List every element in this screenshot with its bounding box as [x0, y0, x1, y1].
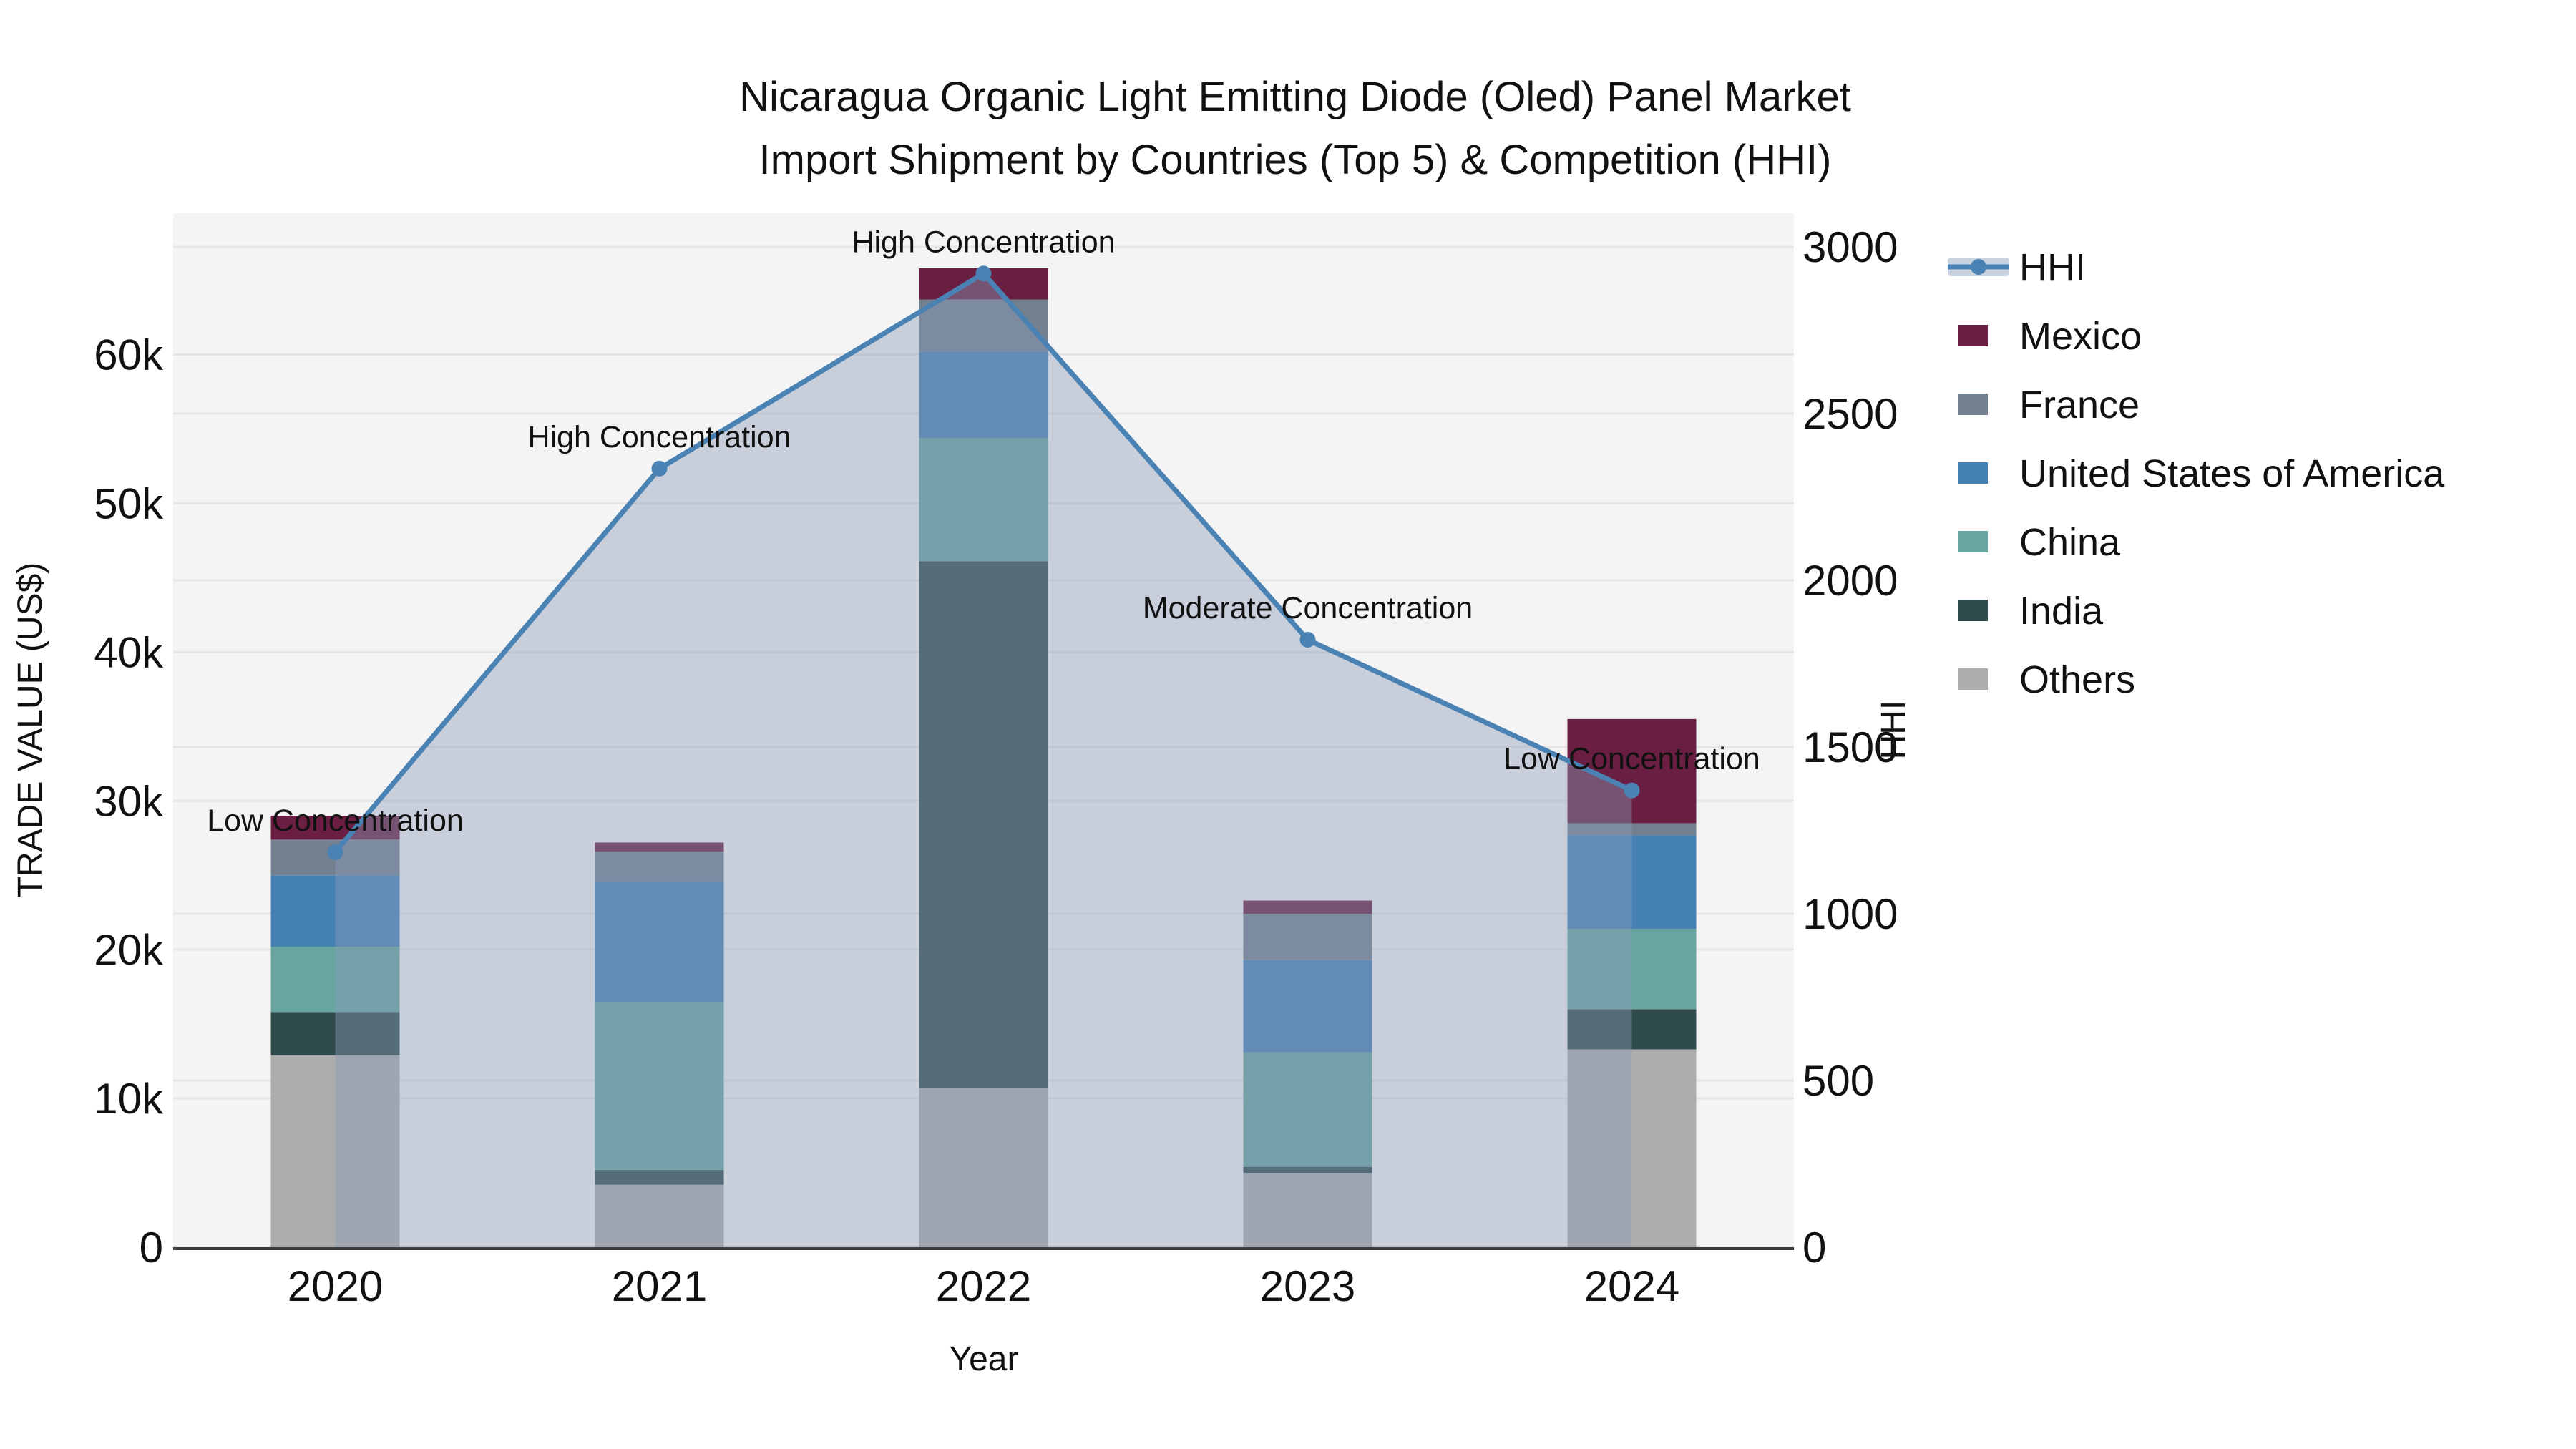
bar-2022-others [919, 1088, 1048, 1247]
bar-2024-others [1567, 1049, 1697, 1247]
x-tick-2024: 2024 [1584, 1262, 1679, 1310]
annotation-2024: Low Concentration [1503, 742, 1760, 776]
bar-2020-china [270, 947, 400, 1013]
legend-item-france: France [1958, 384, 2140, 426]
y-right-tick-1500: 1500 [1802, 723, 1898, 771]
legend-item-hhi: HHI [1948, 246, 2086, 289]
bar-2021-united-states-of-america [595, 881, 724, 1002]
hhi-point-2021 [651, 460, 668, 477]
legend-label: HHI [2019, 246, 2086, 289]
x-axis-title: Year [950, 1340, 1019, 1378]
legend-swatch-india [1958, 600, 1988, 621]
y-right-tick-2500: 2500 [1802, 390, 1898, 438]
annotation-2022: High Concentration [852, 225, 1115, 259]
bar-2023-india [1243, 1166, 1372, 1174]
y-right-tick-2000: 2000 [1802, 557, 1898, 605]
legend-item-others: Others [1958, 658, 2135, 701]
y-left-tick-60k: 60k [94, 331, 164, 379]
stacked-bars [270, 268, 1697, 1247]
bar-2021-others [595, 1184, 724, 1247]
legend-item-united-states-of-america: United States of America [1958, 452, 2445, 495]
legend-swatch-mexico [1958, 325, 1988, 346]
bar-2022-china [919, 437, 1048, 562]
y-left-tick-labels: 0 10k 20k 30k 40k 50k 60k [94, 331, 164, 1272]
bar-2024-france [1567, 823, 1697, 836]
y-left-tick-10k: 10k [94, 1075, 164, 1123]
annotations: Low Concentration High Concentration High … [207, 225, 1760, 838]
x-tick-2020: 2020 [288, 1262, 383, 1310]
hhi-point-2024 [1624, 782, 1640, 799]
y-right-tick-500: 500 [1802, 1057, 1874, 1105]
y-right-tick-0: 0 [1802, 1224, 1826, 1272]
bar-2021-china [595, 1001, 724, 1170]
y-right-tick-1000: 1000 [1802, 890, 1898, 938]
hhi-point-2023 [1299, 631, 1316, 648]
y-left-tick-50k: 50k [94, 479, 164, 527]
bar-2021-france [595, 851, 724, 882]
bar-2021-india [595, 1169, 724, 1185]
bar-2021-mexico [595, 842, 724, 852]
bar-2022-india [919, 561, 1048, 1088]
bar-2024-united-states-of-america [1567, 835, 1697, 930]
x-tick-labels: 2020 2021 2022 2023 2024 [288, 1262, 1679, 1310]
bar-2022-united-states-of-america [919, 351, 1048, 438]
chart-title-line1: Nicaragua Organic Light Emitting Diode (… [739, 74, 1851, 120]
y-left-tick-20k: 20k [94, 926, 164, 974]
legend-swatch-others [1958, 668, 1988, 690]
legend-item-mexico: Mexico [1958, 315, 2142, 358]
legend-label: Others [2019, 658, 2135, 701]
legend-label: United States of America [2019, 452, 2445, 495]
legend-swatch-france [1958, 394, 1988, 415]
legend: HHI Mexico France United States of America C… [1948, 246, 2445, 701]
hhi-point-2022 [975, 265, 992, 282]
y-left-axis-title: TRADE VALUE (US$) [11, 562, 49, 898]
bar-2020-mexico [270, 816, 400, 840]
bar-2023-france [1243, 914, 1372, 960]
hhi-point-2020 [327, 844, 343, 860]
bar-2024-india [1567, 1009, 1697, 1050]
bar-2023-united-states-of-america [1243, 960, 1372, 1053]
legend-item-china: China [1958, 521, 2121, 564]
bar-2023-china [1243, 1052, 1372, 1167]
chart-title-line2: Import Shipment by Countries (Top 5) & C… [759, 137, 1832, 183]
legend-label: Mexico [2019, 315, 2142, 358]
bar-2023-others [1243, 1173, 1372, 1247]
x-tick-2021: 2021 [612, 1262, 707, 1310]
y-left-tick-0: 0 [140, 1224, 163, 1272]
legend-label: China [2019, 521, 2121, 564]
annotation-2023: Moderate Concentration [1143, 591, 1473, 625]
hhi-area-fill [335, 273, 1632, 1247]
legend-hhi-marker [1971, 259, 1986, 275]
legend-label: France [2019, 384, 2140, 426]
x-tick-2022: 2022 [936, 1262, 1031, 1310]
legend-swatch-united-states-of-america [1958, 462, 1988, 484]
annotation-2021: High Concentration [527, 420, 791, 454]
legend-swatch-china [1958, 531, 1988, 552]
bar-2023-mexico [1243, 900, 1372, 914]
bar-2020-united-states-of-america [270, 875, 400, 947]
annotation-2020: Low Concentration [207, 804, 464, 838]
y-left-tick-40k: 40k [94, 628, 164, 676]
y-right-axis-title: HHI [1875, 701, 1913, 760]
bar-2024-china [1567, 929, 1697, 1010]
hhi-markers [327, 265, 1640, 860]
y-left-tick-30k: 30k [94, 777, 164, 825]
bar-2020-others [270, 1055, 400, 1247]
y-right-tick-labels: 0 500 1000 1500 2000 2500 3000 [1802, 223, 1898, 1272]
legend-label: India [2019, 590, 2104, 633]
x-tick-2023: 2023 [1260, 1262, 1355, 1310]
bar-2020-india [270, 1012, 400, 1055]
y-right-tick-3000: 3000 [1802, 223, 1898, 271]
legend-item-india: India [1958, 590, 2104, 633]
